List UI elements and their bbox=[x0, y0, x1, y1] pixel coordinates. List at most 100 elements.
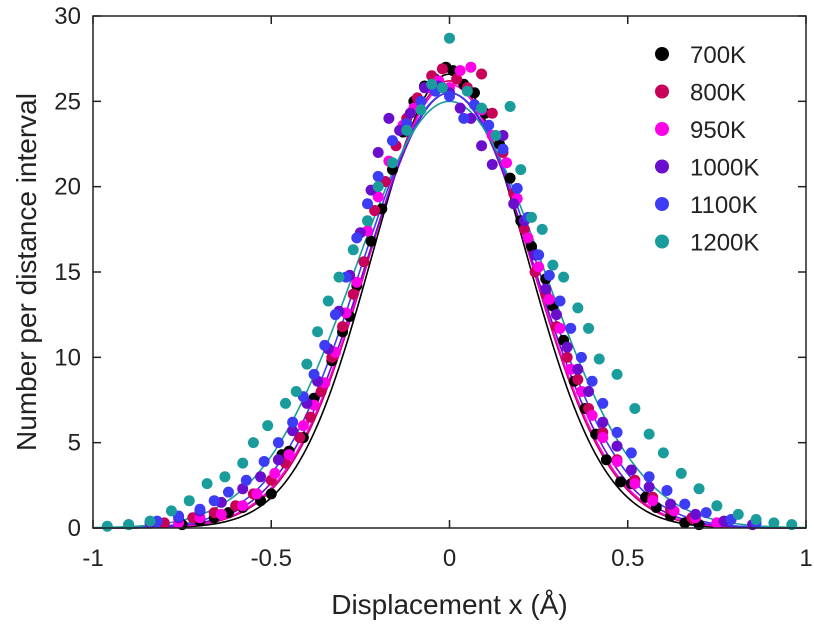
data-point bbox=[386, 135, 398, 147]
data-point bbox=[497, 143, 509, 155]
data-point bbox=[768, 517, 780, 529]
data-point bbox=[251, 488, 263, 500]
data-point bbox=[611, 440, 623, 452]
x-tick-label: 1 bbox=[799, 545, 812, 572]
data-point bbox=[351, 232, 363, 244]
data-point bbox=[208, 495, 220, 507]
data-point bbox=[222, 486, 234, 498]
series-950K bbox=[173, 61, 723, 529]
data-point bbox=[369, 205, 381, 217]
data-point bbox=[194, 503, 206, 515]
data-point bbox=[732, 508, 744, 520]
fit-curve-950K bbox=[92, 83, 807, 529]
data-point bbox=[358, 256, 370, 268]
legend-marker bbox=[655, 122, 669, 136]
data-point bbox=[308, 368, 320, 380]
series-1100K bbox=[123, 85, 762, 531]
series-1200K bbox=[101, 32, 798, 532]
data-point bbox=[643, 471, 655, 483]
data-point bbox=[572, 363, 584, 375]
legend-label: 700K bbox=[690, 42, 746, 69]
data-point bbox=[554, 295, 566, 307]
data-point bbox=[543, 293, 555, 305]
data-point bbox=[586, 375, 598, 387]
x-tick-label: -0.5 bbox=[251, 545, 292, 572]
data-point bbox=[351, 276, 363, 288]
data-point bbox=[362, 198, 373, 210]
data-point bbox=[383, 112, 395, 124]
data-point bbox=[415, 104, 427, 116]
data-point bbox=[561, 351, 573, 363]
data-point bbox=[240, 474, 252, 486]
data-point bbox=[386, 157, 398, 169]
data-point bbox=[679, 498, 691, 510]
data-point bbox=[255, 471, 267, 483]
data-point bbox=[643, 481, 655, 493]
data-point bbox=[272, 454, 284, 466]
data-point bbox=[237, 457, 249, 469]
data-point bbox=[322, 295, 334, 307]
data-point bbox=[444, 32, 455, 44]
data-point bbox=[258, 455, 270, 467]
legend-marker bbox=[655, 159, 669, 174]
data-point bbox=[518, 223, 530, 235]
data-point bbox=[700, 507, 712, 519]
y-tick-label: 5 bbox=[68, 430, 81, 457]
data-point bbox=[183, 495, 195, 507]
data-point bbox=[611, 426, 623, 438]
data-point bbox=[365, 235, 377, 247]
data-point bbox=[600, 454, 612, 466]
data-point bbox=[269, 467, 281, 479]
data-point bbox=[575, 351, 587, 363]
series-700K bbox=[176, 61, 705, 531]
data-point bbox=[558, 271, 570, 283]
y-tick-label: 15 bbox=[54, 259, 81, 286]
data-point bbox=[526, 211, 537, 223]
data-point bbox=[550, 309, 562, 321]
data-point bbox=[362, 215, 373, 227]
data-point bbox=[476, 102, 488, 114]
data-point bbox=[508, 198, 520, 210]
data-point bbox=[490, 129, 502, 141]
data-point bbox=[297, 420, 309, 432]
legend-label: 800K bbox=[690, 80, 746, 107]
data-point bbox=[347, 244, 359, 256]
legend-marker bbox=[655, 234, 669, 249]
data-point bbox=[572, 302, 584, 314]
data-point bbox=[593, 353, 605, 365]
data-point bbox=[625, 447, 637, 459]
x-tick-label: 0 bbox=[443, 545, 456, 572]
y-tick-label: 25 bbox=[54, 88, 81, 115]
data-point bbox=[301, 358, 313, 370]
data-point bbox=[665, 498, 677, 510]
data-point bbox=[547, 259, 559, 271]
data-point bbox=[347, 288, 359, 300]
data-point bbox=[661, 484, 673, 496]
data-point bbox=[262, 420, 274, 432]
y-tick-label: 20 bbox=[54, 174, 81, 201]
data-point bbox=[444, 90, 455, 102]
data-point bbox=[465, 61, 477, 73]
data-point bbox=[436, 63, 448, 75]
legend-label: 1200K bbox=[690, 230, 759, 257]
data-point bbox=[337, 321, 349, 333]
data-point bbox=[647, 495, 659, 507]
data-point bbox=[629, 403, 641, 415]
data-point bbox=[165, 505, 177, 517]
legend-label: 1100K bbox=[690, 192, 758, 219]
data-point bbox=[611, 368, 623, 380]
data-point bbox=[436, 82, 448, 94]
data-point bbox=[372, 191, 384, 203]
data-point bbox=[144, 515, 156, 527]
data-point bbox=[597, 432, 609, 444]
data-point bbox=[586, 409, 598, 421]
data-point bbox=[372, 170, 384, 182]
data-point bbox=[511, 182, 523, 194]
data-point bbox=[643, 428, 655, 440]
series-1000K bbox=[144, 80, 759, 531]
legend-label: 950K bbox=[690, 117, 746, 144]
data-point bbox=[533, 249, 545, 261]
data-point bbox=[657, 447, 669, 459]
data-point bbox=[219, 471, 231, 483]
